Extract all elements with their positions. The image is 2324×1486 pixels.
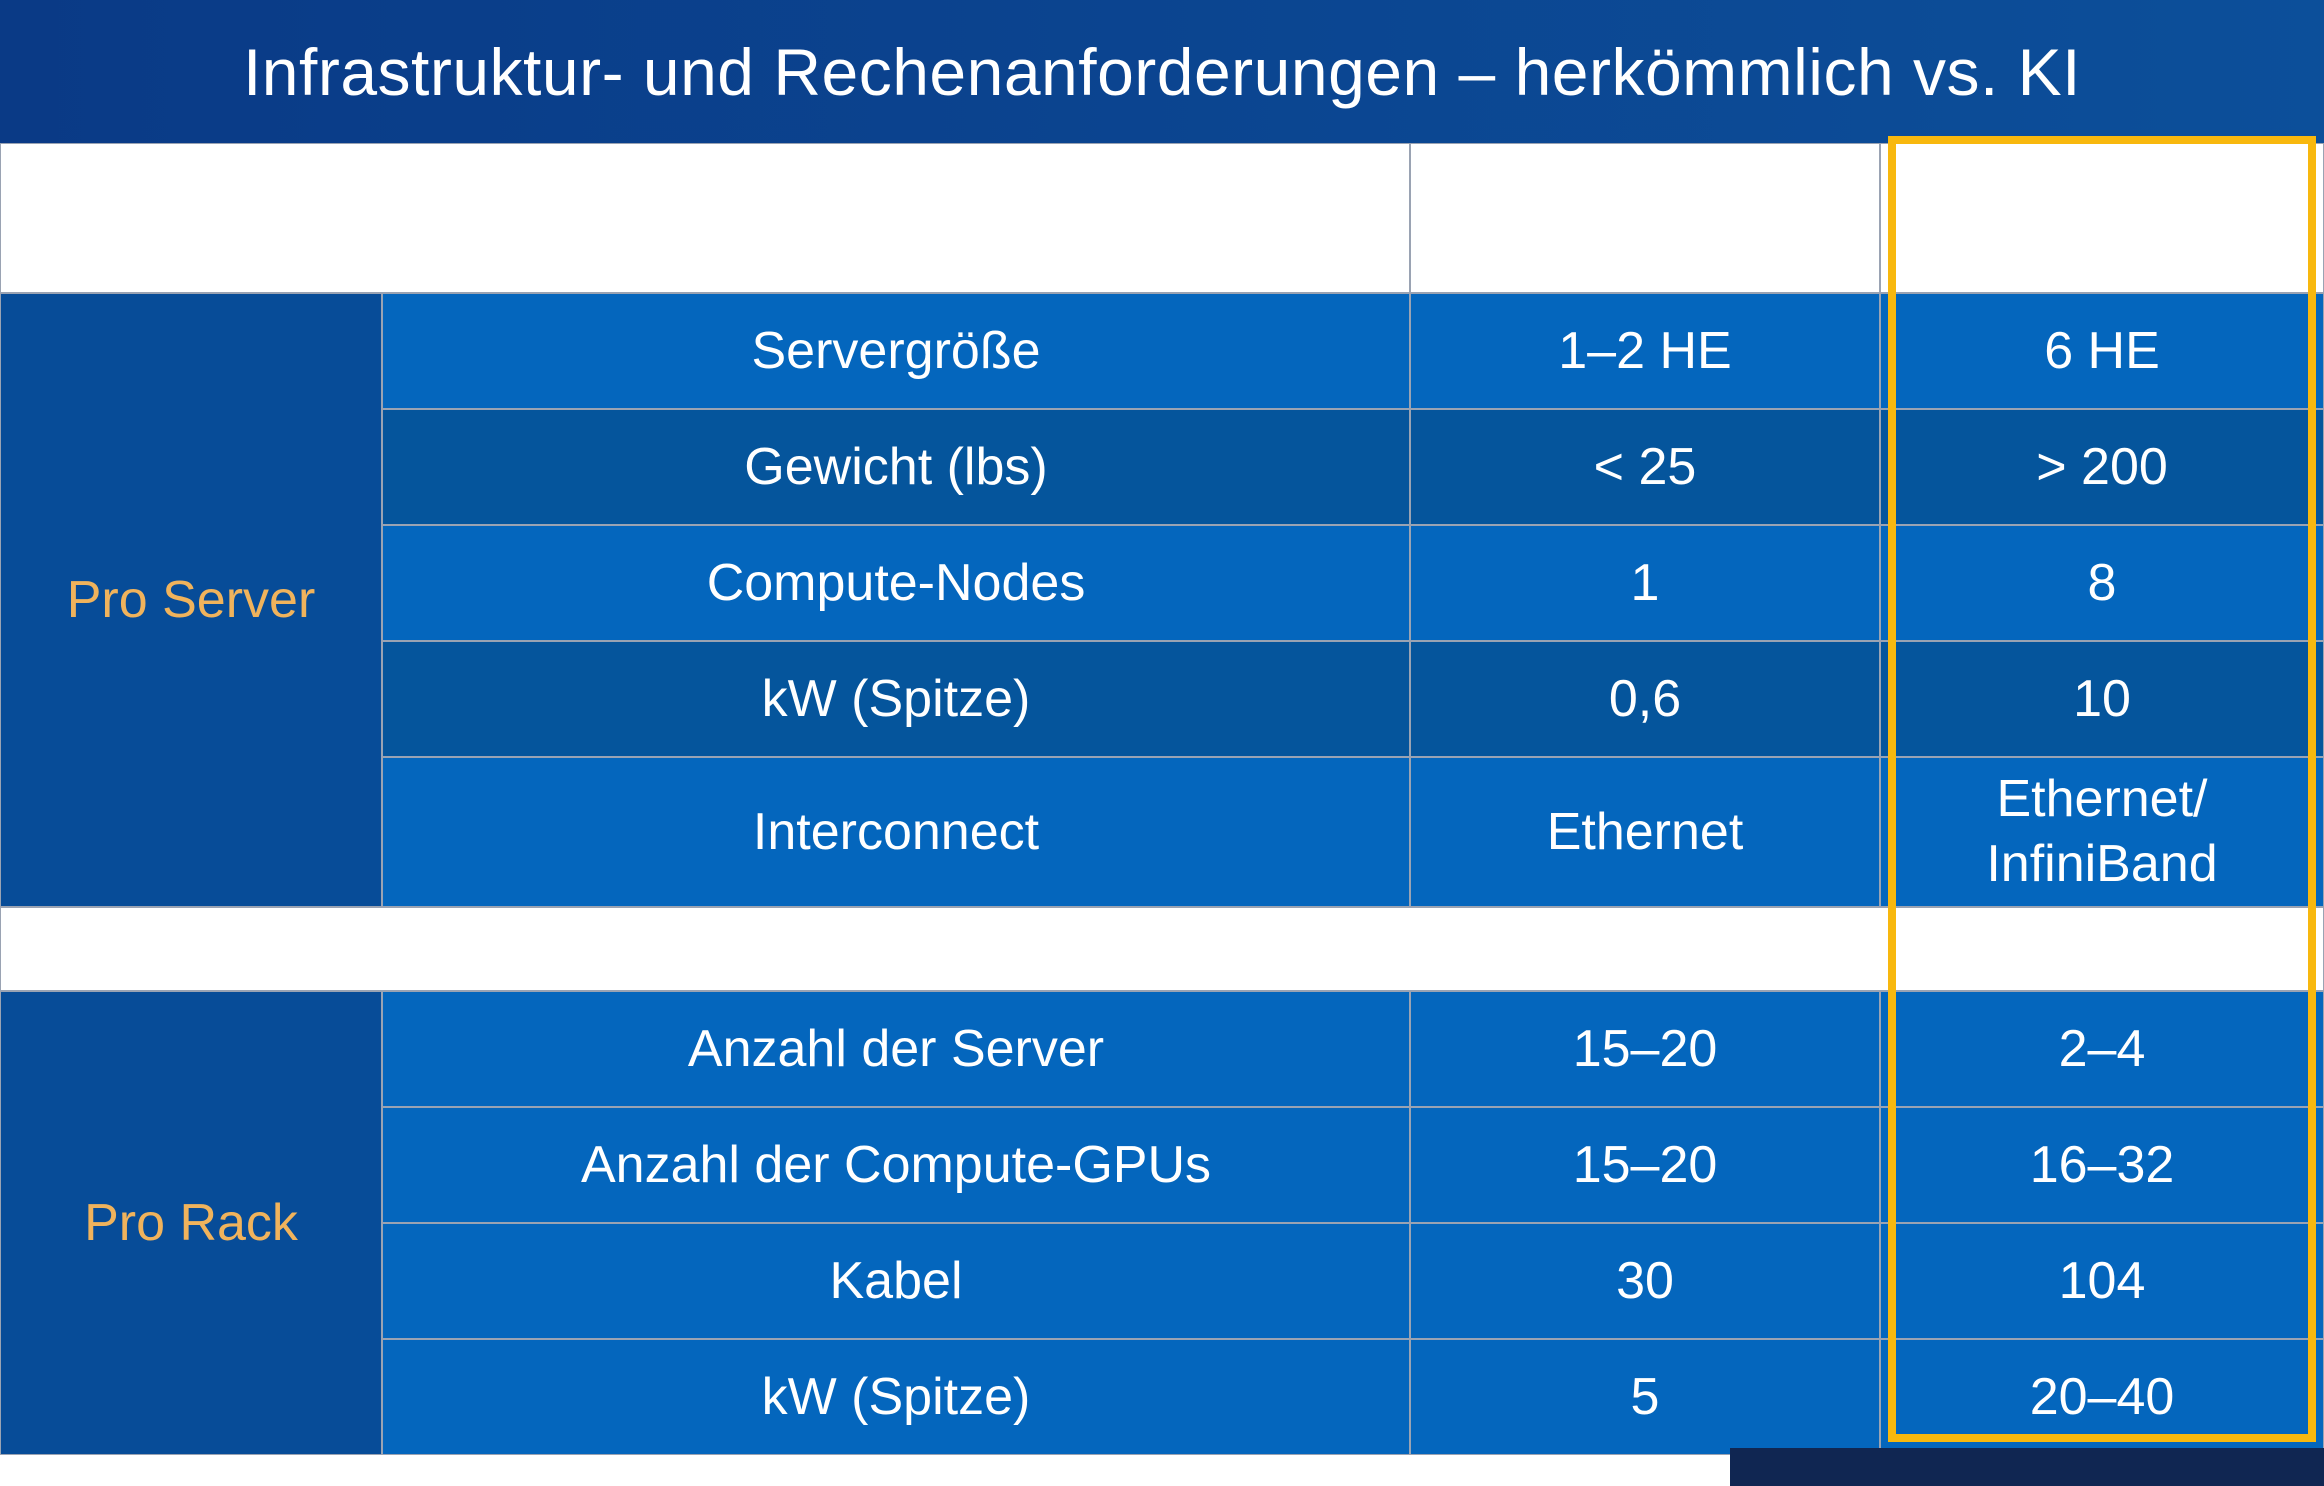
- traditional-value: < 25: [1410, 409, 1880, 525]
- group-spacer: [0, 907, 2324, 991]
- header-cell-ai: [1880, 143, 2324, 293]
- header-cell-traditional: [1410, 143, 1880, 293]
- metric-label: Anzahl der Compute-GPUs: [382, 1107, 1410, 1223]
- metric-label: kW (Spitze): [382, 641, 1410, 757]
- traditional-value: 1: [1410, 525, 1880, 641]
- ai-value: 2–4: [1880, 991, 2324, 1107]
- metric-label: Anzahl der Server: [382, 991, 1410, 1107]
- traditional-value: 5: [1410, 1339, 1880, 1455]
- ai-value: Ethernet/InfiniBand: [1880, 757, 2324, 907]
- header-cell-metric: [0, 143, 1410, 293]
- footer-bar: [1730, 1448, 2324, 1486]
- traditional-value: Ethernet: [1410, 757, 1880, 907]
- traditional-value: 0,6: [1410, 641, 1880, 757]
- traditional-value: 15–20: [1410, 1107, 1880, 1223]
- metric-label: Kabel: [382, 1223, 1410, 1339]
- traditional-value: 15–20: [1410, 991, 1880, 1107]
- traditional-value: 30: [1410, 1223, 1880, 1339]
- ai-value: 16–32: [1880, 1107, 2324, 1223]
- ai-value: 104: [1880, 1223, 2324, 1339]
- page-title: Infrastruktur- und Rechenanforderungen –…: [242, 34, 2082, 109]
- ai-value: > 200: [1880, 409, 2324, 525]
- metric-label: Interconnect: [382, 757, 1410, 907]
- metric-label: kW (Spitze): [382, 1339, 1410, 1455]
- ai-value: 10: [1880, 641, 2324, 757]
- traditional-value: 1–2 HE: [1410, 293, 1880, 409]
- ai-value: 8: [1880, 525, 2324, 641]
- header-bar: Infrastruktur- und Rechenanforderungen –…: [0, 0, 2324, 143]
- metric-label: Compute-Nodes: [382, 525, 1410, 641]
- metric-label: Gewicht (lbs): [382, 409, 1410, 525]
- metric-label: Servergröße: [382, 293, 1410, 409]
- ai-value: 6 HE: [1880, 293, 2324, 409]
- ai-value: 20–40: [1880, 1339, 2324, 1455]
- group-label: Pro Server: [0, 293, 382, 907]
- group-label: Pro Rack: [0, 991, 382, 1455]
